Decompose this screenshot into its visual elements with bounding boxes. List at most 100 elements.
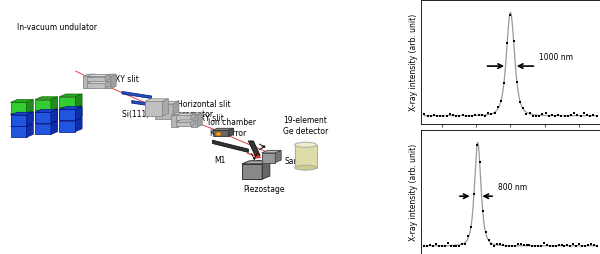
Polygon shape bbox=[11, 115, 26, 126]
Text: 1000 nm: 1000 nm bbox=[539, 53, 573, 62]
Polygon shape bbox=[59, 107, 82, 109]
Polygon shape bbox=[191, 113, 202, 115]
Text: Si(111) monochromator: Si(111) monochromator bbox=[122, 110, 213, 119]
Polygon shape bbox=[191, 113, 196, 120]
Polygon shape bbox=[59, 118, 82, 121]
Polygon shape bbox=[122, 91, 152, 99]
Polygon shape bbox=[35, 121, 58, 124]
Polygon shape bbox=[212, 130, 229, 136]
Polygon shape bbox=[35, 100, 51, 110]
Polygon shape bbox=[275, 150, 281, 163]
Polygon shape bbox=[11, 114, 26, 124]
Polygon shape bbox=[104, 76, 111, 88]
Polygon shape bbox=[76, 105, 82, 119]
Polygon shape bbox=[35, 108, 58, 111]
Polygon shape bbox=[59, 97, 76, 107]
Polygon shape bbox=[145, 101, 163, 116]
X-axis label: Horizontal direction (nm): Horizontal direction (nm) bbox=[462, 139, 559, 148]
Polygon shape bbox=[11, 124, 33, 126]
Text: Horizontal slit: Horizontal slit bbox=[177, 100, 230, 109]
Text: x: x bbox=[262, 144, 266, 149]
Polygon shape bbox=[26, 112, 33, 126]
Text: Sample: Sample bbox=[285, 157, 314, 166]
Text: KB mirror: KB mirror bbox=[211, 129, 247, 138]
Polygon shape bbox=[176, 113, 196, 115]
Polygon shape bbox=[105, 81, 110, 88]
Polygon shape bbox=[11, 102, 26, 113]
Polygon shape bbox=[35, 97, 58, 100]
Text: Ion chamber: Ion chamber bbox=[208, 118, 256, 127]
Polygon shape bbox=[51, 97, 58, 110]
Polygon shape bbox=[51, 109, 58, 123]
Ellipse shape bbox=[295, 142, 317, 147]
Polygon shape bbox=[178, 113, 183, 127]
Polygon shape bbox=[191, 120, 196, 126]
Polygon shape bbox=[111, 74, 116, 88]
Polygon shape bbox=[87, 83, 105, 88]
Polygon shape bbox=[87, 74, 110, 76]
Polygon shape bbox=[176, 122, 191, 126]
Text: XY slit: XY slit bbox=[200, 114, 224, 123]
Polygon shape bbox=[59, 94, 82, 97]
Polygon shape bbox=[35, 111, 51, 122]
Text: In-vacuum undulator: In-vacuum undulator bbox=[17, 23, 97, 32]
Polygon shape bbox=[155, 104, 173, 119]
Polygon shape bbox=[104, 74, 116, 76]
Polygon shape bbox=[242, 164, 262, 179]
Polygon shape bbox=[212, 140, 248, 152]
Polygon shape bbox=[229, 128, 233, 136]
Text: Piezostage: Piezostage bbox=[243, 185, 284, 194]
Y-axis label: X-ray intensity (arb. unit): X-ray intensity (arb. unit) bbox=[409, 144, 418, 241]
Bar bbox=[216, 132, 220, 135]
Ellipse shape bbox=[295, 165, 317, 170]
Polygon shape bbox=[35, 109, 58, 112]
Y-axis label: X-ray intensity (arb. unit): X-ray intensity (arb. unit) bbox=[409, 13, 418, 110]
Polygon shape bbox=[105, 74, 110, 81]
Polygon shape bbox=[26, 111, 33, 124]
Polygon shape bbox=[87, 76, 105, 81]
Text: 19-element
Ge detector: 19-element Ge detector bbox=[283, 117, 328, 136]
Polygon shape bbox=[11, 100, 33, 102]
Polygon shape bbox=[145, 99, 169, 101]
Polygon shape bbox=[176, 115, 191, 120]
Bar bbox=[295, 145, 317, 168]
Polygon shape bbox=[262, 150, 281, 153]
Polygon shape bbox=[11, 111, 33, 114]
Polygon shape bbox=[59, 108, 76, 119]
Text: z: z bbox=[253, 154, 257, 159]
Text: M2: M2 bbox=[251, 160, 263, 168]
Polygon shape bbox=[11, 126, 26, 137]
Polygon shape bbox=[155, 101, 179, 104]
Polygon shape bbox=[35, 124, 51, 134]
Polygon shape bbox=[11, 112, 33, 115]
Polygon shape bbox=[197, 113, 202, 127]
Polygon shape bbox=[191, 115, 197, 127]
Text: M1: M1 bbox=[215, 156, 226, 165]
Text: 800 nm: 800 nm bbox=[497, 183, 527, 192]
Polygon shape bbox=[172, 113, 183, 115]
Polygon shape bbox=[26, 100, 33, 113]
Polygon shape bbox=[59, 121, 76, 132]
Polygon shape bbox=[163, 99, 169, 116]
Polygon shape bbox=[26, 124, 33, 137]
Polygon shape bbox=[172, 115, 178, 127]
Polygon shape bbox=[87, 81, 110, 83]
Polygon shape bbox=[262, 153, 275, 163]
Polygon shape bbox=[35, 112, 51, 123]
Polygon shape bbox=[76, 107, 82, 120]
Polygon shape bbox=[248, 141, 260, 155]
Polygon shape bbox=[76, 118, 82, 132]
Polygon shape bbox=[76, 94, 82, 107]
Polygon shape bbox=[173, 101, 179, 119]
Text: XY slit: XY slit bbox=[115, 75, 139, 84]
Polygon shape bbox=[262, 161, 270, 179]
Polygon shape bbox=[83, 74, 95, 76]
Polygon shape bbox=[51, 108, 58, 122]
Polygon shape bbox=[83, 76, 90, 88]
Polygon shape bbox=[176, 120, 196, 122]
Polygon shape bbox=[90, 74, 95, 88]
Polygon shape bbox=[51, 121, 58, 134]
Polygon shape bbox=[242, 161, 270, 164]
Polygon shape bbox=[59, 109, 76, 120]
Polygon shape bbox=[212, 128, 233, 130]
